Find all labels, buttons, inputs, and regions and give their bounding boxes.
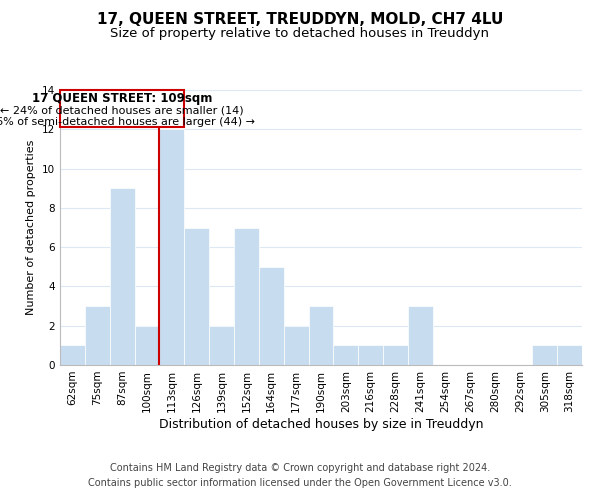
Text: Contains HM Land Registry data © Crown copyright and database right 2024.
Contai: Contains HM Land Registry data © Crown c… — [88, 462, 512, 487]
Bar — [408, 306, 433, 365]
FancyBboxPatch shape — [60, 90, 184, 128]
Y-axis label: Number of detached properties: Number of detached properties — [26, 140, 37, 315]
Bar — [358, 346, 383, 365]
Text: 76% of semi-detached houses are larger (44) →: 76% of semi-detached houses are larger (… — [0, 118, 255, 128]
Bar — [234, 228, 259, 365]
Text: 17, QUEEN STREET, TREUDDYN, MOLD, CH7 4LU: 17, QUEEN STREET, TREUDDYN, MOLD, CH7 4L… — [97, 12, 503, 28]
Bar — [184, 228, 209, 365]
Text: Size of property relative to detached houses in Treuddyn: Size of property relative to detached ho… — [110, 28, 490, 40]
Bar — [259, 267, 284, 365]
Bar — [532, 346, 557, 365]
Bar — [85, 306, 110, 365]
Bar — [308, 306, 334, 365]
Bar — [60, 346, 85, 365]
Bar — [334, 346, 358, 365]
Bar — [209, 326, 234, 365]
Bar — [284, 326, 308, 365]
Bar — [557, 346, 582, 365]
Bar — [134, 326, 160, 365]
Bar — [383, 346, 408, 365]
X-axis label: Distribution of detached houses by size in Treuddyn: Distribution of detached houses by size … — [159, 418, 483, 430]
Bar — [160, 130, 184, 365]
Text: ← 24% of detached houses are smaller (14): ← 24% of detached houses are smaller (14… — [0, 106, 244, 116]
Text: 17 QUEEN STREET: 109sqm: 17 QUEEN STREET: 109sqm — [32, 92, 212, 106]
Bar — [110, 188, 134, 365]
